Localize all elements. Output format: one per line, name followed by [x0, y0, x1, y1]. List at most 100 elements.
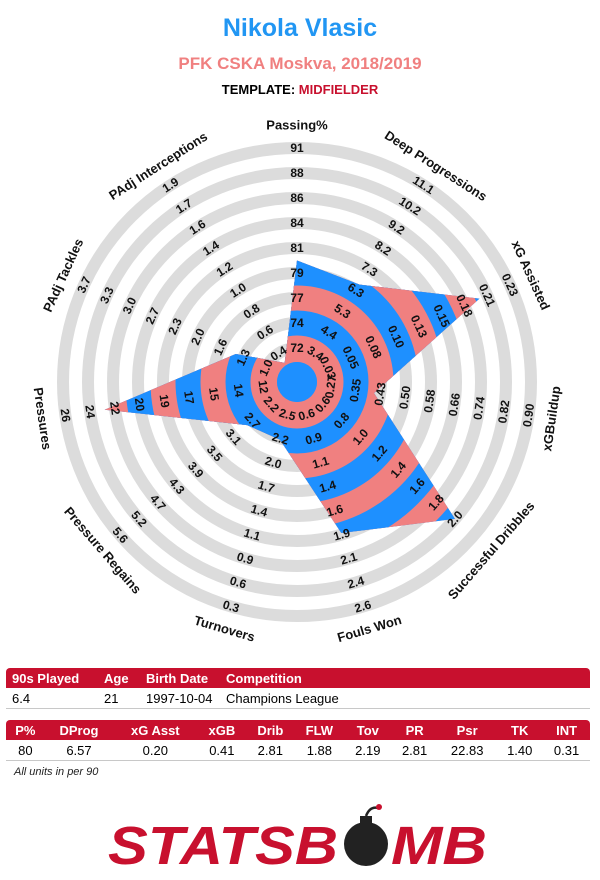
tick-label: 2.1 [339, 549, 359, 567]
tick-label: 0.35 [347, 378, 364, 403]
stat-header: TK [496, 720, 544, 740]
tick-label: 0.74 [471, 395, 488, 420]
tick-label: 26 [58, 408, 74, 424]
stat-header: INT [543, 720, 590, 740]
tick-label: 1.6 [211, 336, 231, 357]
tick-label: 0.9 [304, 429, 324, 447]
tick-label: 1.3 [233, 347, 253, 368]
stat-cell: 2.19 [344, 740, 392, 761]
tick-label: 12 [255, 379, 271, 395]
ring-band [157, 242, 437, 522]
info-cell: Champions League [220, 688, 590, 709]
ring-band [132, 217, 462, 547]
template-value: MIDFIELDER [298, 82, 379, 97]
tick-label: 1.1 [242, 526, 262, 544]
tick-label: 15 [206, 386, 222, 402]
stat-header: Psr [438, 720, 497, 740]
ring-band [82, 167, 512, 597]
stat-cell: 2.81 [246, 740, 295, 761]
axis-label: Pressures [31, 386, 55, 450]
tick-label: 1.9 [332, 525, 352, 543]
tick-label: 20 [132, 397, 148, 413]
tick-label: 0.9 [235, 549, 255, 567]
tick-label: 84 [290, 216, 304, 230]
tick-label: 0.66 [446, 392, 463, 417]
tick-label: 14 [231, 383, 247, 399]
ring-band [107, 192, 487, 572]
stat-header: Drib [246, 720, 295, 740]
stat-header: Tov [344, 720, 392, 740]
tick-label: 81 [290, 241, 304, 255]
stat-cell: 1.88 [294, 740, 345, 761]
tick-label: 19 [157, 393, 173, 409]
units-note: All units in per 90 [14, 766, 99, 778]
radar-center [277, 362, 317, 402]
statsbomb-logo: STATSB MB [108, 804, 487, 874]
tick-label: 72 [290, 341, 304, 355]
axis-label: Passing% [266, 118, 328, 133]
stat-cell: 0.41 [197, 740, 247, 761]
info-header: Competition [220, 668, 590, 688]
tick-label: 2.4 [346, 573, 366, 591]
info-header: 90s Played [6, 668, 98, 688]
tick-label: 2.5 [277, 406, 297, 424]
tick-label: 0.6 [297, 405, 317, 423]
stat-header: FLW [294, 720, 345, 740]
tick-label: 74 [290, 316, 304, 330]
tick-label: 1.4 [318, 477, 338, 495]
axis-label: Turnovers [192, 613, 256, 645]
tick-label: 2.2 [270, 430, 290, 448]
stat-cell: 2.81 [391, 740, 438, 761]
tick-label: 91 [290, 141, 304, 155]
tick-label: 3.7 [74, 274, 94, 295]
logo-text-left: STATSB [108, 816, 338, 874]
tick-label: 0.27 [322, 374, 339, 399]
tick-label: 17 [181, 390, 197, 406]
stat-cell: 1.40 [496, 740, 544, 761]
template-line: TEMPLATE: MIDFIELDER [0, 82, 600, 97]
tick-label: 1.6 [325, 501, 345, 519]
tick-label: 24 [82, 404, 98, 420]
ring-band [57, 142, 537, 622]
info-cell: 21 [98, 688, 140, 709]
tick-label: 3.0 [120, 295, 140, 316]
tick-label: 3.3 [97, 284, 117, 305]
info-header: Birth Date [140, 668, 220, 688]
tick-label: 86 [290, 191, 304, 205]
template-label: TEMPLATE: [221, 82, 296, 97]
tick-label: 0.90 [520, 402, 537, 427]
stat-cell: 80 [6, 740, 45, 761]
tick-label: 0.50 [396, 385, 413, 410]
stat-header: xGB [197, 720, 247, 740]
team-season: PFK CSKA Moskva, 2018/2019 [178, 54, 422, 73]
stat-cell: 6.57 [44, 740, 114, 761]
stat-header: PR [391, 720, 438, 740]
tick-label: 77 [290, 291, 304, 305]
tick-label: 0.82 [495, 399, 512, 424]
tick-label: 79 [290, 266, 304, 280]
stat-header: xG Asst [113, 720, 198, 740]
info-cell: 1997-10-04 [140, 688, 220, 709]
info-header: Age [98, 668, 140, 688]
tick-label: 2.3 [165, 316, 185, 337]
stat-cell: 0.20 [113, 740, 198, 761]
tick-label: 1.1 [311, 453, 331, 471]
axis-label: Fouls Won [336, 612, 404, 645]
tick-label: 2.0 [263, 454, 283, 472]
stats-table: P% DProg xG Asst xGB Drib FLW Tov PR Psr… [6, 720, 590, 761]
stat-cell: 22.83 [438, 740, 497, 761]
tick-label: 22 [107, 401, 123, 417]
axis-label: xGBuildup [539, 385, 563, 452]
tick-label: 2.0 [188, 326, 208, 347]
tick-label: 0.6 [228, 573, 248, 591]
tick-label: 2.7 [143, 305, 163, 326]
tick-label: 1.0 [256, 357, 276, 378]
stat-header: P% [6, 720, 45, 740]
tick-label: 1.7 [256, 478, 276, 496]
radar-chart: 7274777981848688913.44.45.36.37.38.29.21… [31, 118, 564, 646]
tick-label: 0.43 [372, 381, 389, 406]
tick-label: 0.58 [421, 388, 438, 413]
tick-label: 1.4 [249, 502, 269, 520]
tick-label: 2.6 [353, 597, 373, 615]
info-table: 90s Played Age Birth Date Competition 6.… [6, 668, 590, 709]
